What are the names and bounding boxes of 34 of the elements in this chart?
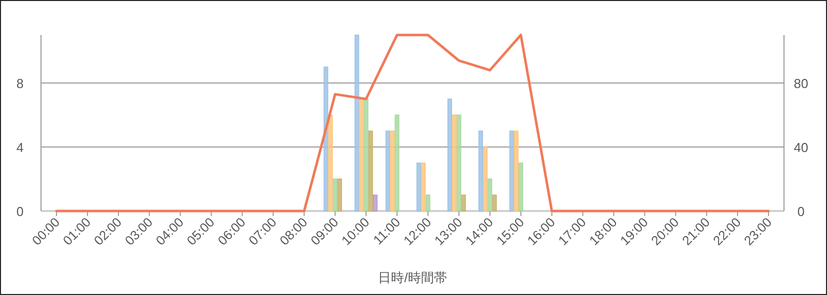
bar — [359, 98, 364, 212]
bar — [372, 194, 378, 212]
bar — [492, 194, 497, 212]
bar — [324, 66, 328, 212]
y-tick-label: 0 — [16, 204, 24, 219]
line-series — [55, 34, 770, 212]
bar — [482, 146, 488, 212]
bar — [461, 194, 466, 212]
bar — [368, 130, 373, 212]
bar — [328, 114, 333, 212]
x-axis-title: 日時/時間帯 — [378, 270, 447, 285]
bar — [478, 130, 483, 212]
bar — [421, 162, 426, 212]
bar — [518, 162, 524, 212]
bar — [509, 130, 514, 212]
y-tick-label: 8 — [16, 76, 24, 91]
y-tick-label: 4 — [16, 140, 24, 155]
bar — [337, 178, 342, 212]
bar — [488, 178, 492, 212]
bar — [447, 98, 452, 212]
bar — [456, 114, 462, 212]
bar — [426, 194, 430, 212]
bar — [390, 130, 395, 212]
y2-tick-label: 0 — [797, 204, 805, 219]
y2-tick-label: 40 — [794, 140, 808, 155]
bar — [354, 34, 360, 212]
bar — [386, 130, 390, 212]
bar — [452, 114, 457, 212]
bar — [394, 114, 400, 212]
bar — [514, 130, 519, 212]
y2-tick-label: 80 — [794, 76, 808, 91]
bar — [416, 162, 422, 212]
bar — [332, 178, 338, 212]
bar — [364, 98, 368, 212]
